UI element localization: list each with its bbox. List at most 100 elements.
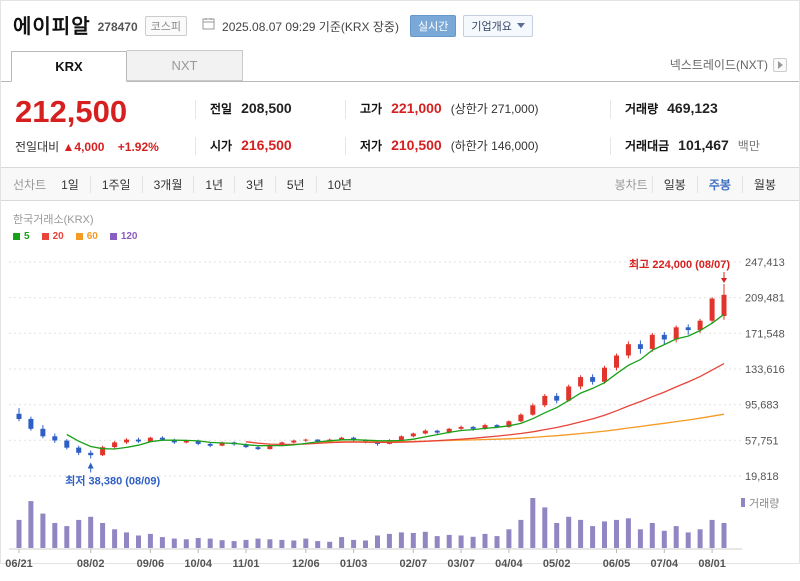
market-badge-kospi: 코스피	[144, 16, 188, 36]
high-price-value: 221,000	[391, 100, 442, 116]
svg-text:05/02: 05/02	[543, 558, 571, 570]
ma60-swatch-icon	[75, 233, 83, 240]
svg-text:02/07: 02/07	[400, 558, 428, 570]
svg-text:209,481: 209,481	[745, 293, 785, 305]
svg-text:247,413: 247,413	[745, 257, 785, 269]
svg-text:06/21: 06/21	[5, 558, 33, 570]
realtime-button[interactable]: 실시간	[409, 14, 457, 37]
tab-nxt[interactable]: NXT	[127, 50, 243, 81]
prev-close-cell: 전일 208,500	[195, 100, 345, 119]
svg-text:04/04: 04/04	[495, 558, 523, 570]
high-price-cell: 고가 221,000 (상한가 271,000)	[345, 100, 610, 119]
chart-section: 한국거래소(KRX) 5 20 60 120 247,413 209,481 171…	[1, 201, 799, 581]
svg-text:12/06: 12/06	[292, 558, 320, 570]
candle-monthly[interactable]: 월봉	[741, 175, 787, 193]
ma60-label: 60	[86, 231, 98, 242]
ma5-label: 5	[24, 231, 30, 242]
ma5-swatch-icon	[13, 233, 20, 240]
trade-value-cell: 거래대금 101,467 백만	[610, 136, 787, 155]
company-overview-label: 기업개요	[471, 20, 512, 33]
low-price-value: 210,500	[391, 136, 442, 153]
open-price-cell: 시가 216,500	[195, 136, 345, 155]
period-3year[interactable]: 3년	[234, 175, 275, 193]
period-3month[interactable]: 3개월	[141, 175, 194, 193]
stock-code: 278470	[97, 19, 138, 34]
high-price-label: 고가	[360, 102, 383, 116]
tab-krx[interactable]: KRX	[11, 51, 127, 82]
trade-value-value: 101,467	[678, 136, 729, 153]
open-price-label: 시가	[210, 138, 233, 153]
svg-text:최저 38,380 (08/09): 최저 38,380 (08/09)	[65, 474, 160, 488]
legend-ma60: 60	[75, 231, 98, 242]
ma-legend: 5 20 60 120	[1, 227, 799, 244]
lower-limit-value: (하한가 146,000)	[450, 138, 539, 153]
svg-text:133,616: 133,616	[745, 364, 785, 376]
volume-value: 469,123	[667, 100, 718, 116]
volume-cell: 거래량 469,123	[610, 100, 787, 119]
price-summary-section: 212,500 전일대비 ▲4,000 +1.92% 전일 208,500 고가…	[1, 82, 799, 165]
line-chart-label: 선차트	[13, 177, 47, 192]
low-price-cell: 저가 210,500 (하한가 146,000)	[345, 136, 610, 155]
candle-chart-label: 봉차트	[614, 177, 648, 192]
open-price-value: 216,500	[241, 136, 292, 153]
volume-label: 거래량	[625, 102, 659, 116]
ma20-label: 20	[52, 231, 64, 242]
period-10year[interactable]: 10년	[315, 175, 363, 193]
period-1day[interactable]: 1일	[61, 177, 79, 192]
legend-ma120: 120	[109, 231, 138, 242]
svg-text:07/04: 07/04	[651, 558, 679, 570]
period-5year[interactable]: 5년	[274, 175, 316, 193]
trade-value-label: 거래대금	[625, 138, 670, 153]
prev-close-value: 208,500	[241, 100, 292, 116]
change-label: 전일대비	[15, 140, 60, 154]
company-overview-button[interactable]: 기업개요	[463, 14, 533, 37]
candle-daily[interactable]: 일봉	[651, 175, 697, 193]
chevron-right-icon	[773, 57, 787, 72]
svg-text:19,818: 19,818	[745, 471, 779, 483]
candlestick-chart: 247,413 209,481 171,548 133,616 95,683 57,751…	[5, 257, 785, 570]
quote-datetime: 2025.08.07 09:29 기준(KRX 장중)	[222, 19, 399, 34]
svg-text:57,751: 57,751	[745, 435, 779, 447]
chart-source: 한국거래소(KRX)	[13, 214, 94, 226]
low-price-label: 저가	[360, 138, 383, 153]
trade-value-unit: 백만	[737, 138, 760, 153]
svg-text:95,683: 95,683	[745, 400, 779, 412]
current-price: 212,500	[15, 94, 128, 129]
price-change: 전일대비 ▲4,000 +1.92%	[15, 138, 195, 155]
svg-text:08/01: 08/01	[698, 558, 726, 570]
svg-text:171,548: 171,548	[745, 328, 785, 340]
period-1week[interactable]: 1주일	[89, 175, 142, 193]
quote-summary-grid: 전일 208,500 고가 221,000 (상한가 271,000) 거래량 …	[195, 94, 787, 155]
ma20-swatch-icon	[41, 233, 49, 240]
nextrade-link-label: 넥스트레이드(NXT)	[669, 58, 768, 72]
prev-close-label: 전일	[210, 102, 233, 116]
period-1year[interactable]: 1년	[193, 175, 234, 193]
svg-text:11/01: 11/01	[233, 558, 260, 570]
svg-text:03/07: 03/07	[447, 558, 475, 570]
change-percent: +1.92%	[117, 140, 159, 154]
chart-toolbar: 선차트 1일 1주일 3개월 1년 3년 5년 10년 봉차트 일봉 주봉 월봉	[1, 167, 799, 201]
calendar-icon	[202, 17, 215, 35]
svg-text:08/02: 08/02	[77, 558, 105, 570]
caret-down-icon	[516, 23, 525, 28]
upper-limit-value: (상한가 271,000)	[450, 102, 539, 116]
up-arrow-icon: ▲	[62, 140, 75, 154]
legend-ma5: 5	[13, 231, 30, 242]
svg-text:09/06: 09/06	[137, 558, 165, 570]
legend-ma20: 20	[41, 231, 64, 242]
ma120-swatch-icon	[109, 233, 117, 240]
stock-title: 에이피알	[13, 16, 91, 38]
change-value: 4,000	[74, 140, 105, 154]
nextrade-link[interactable]: 넥스트레이드(NXT)	[670, 56, 787, 81]
candle-weekly[interactable]: 주봉	[696, 175, 742, 193]
current-price-block: 212,500 전일대비 ▲4,000 +1.92%	[15, 94, 195, 155]
market-tabs: KRX NXT 넥스트레이드(NXT)	[1, 44, 799, 82]
svg-text:06/05: 06/05	[603, 558, 631, 570]
header: 에이피알 278470 코스피 2025.08.07 09:29 기준(KRX …	[1, 1, 799, 44]
ma120-label: 120	[120, 231, 138, 242]
svg-text:거래량: 거래량	[749, 497, 779, 510]
svg-text:01/03: 01/03	[340, 558, 368, 570]
svg-text:10/04: 10/04	[184, 558, 212, 570]
svg-text:최고 224,000 (08/07): 최고 224,000 (08/07)	[629, 257, 730, 271]
